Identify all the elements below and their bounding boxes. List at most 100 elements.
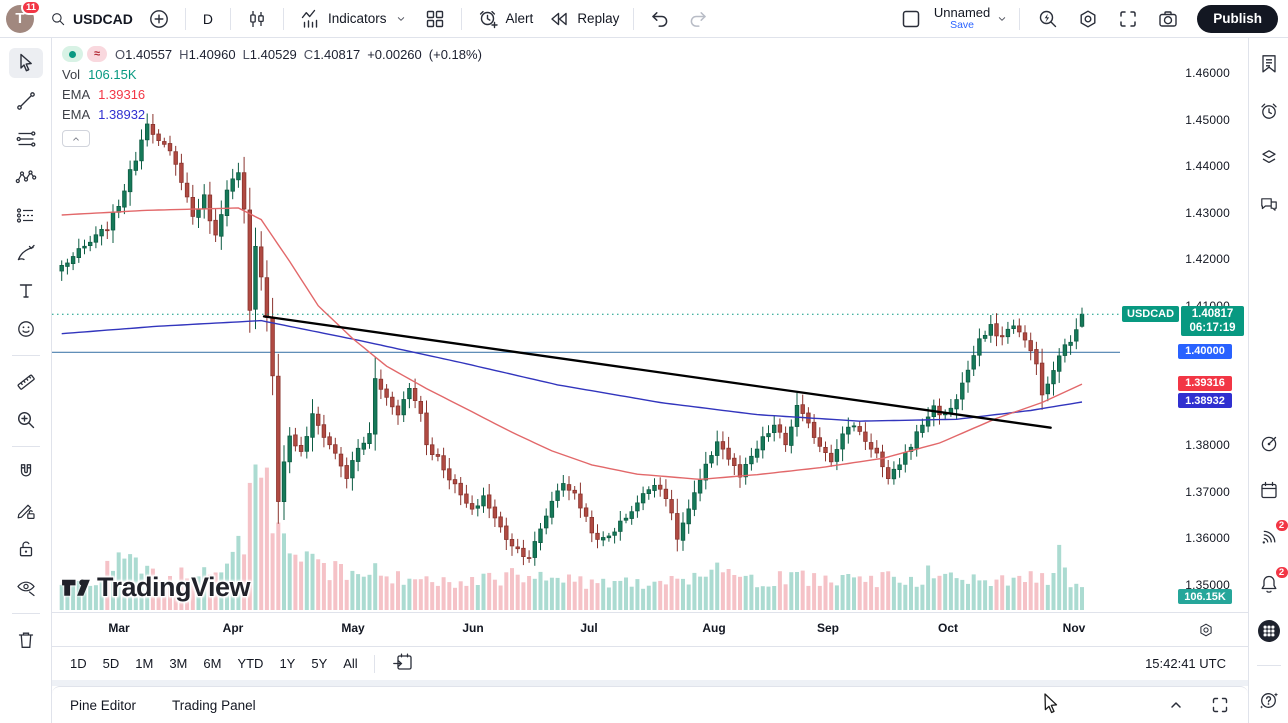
range-buttons: 1D 5D 1M 3M 6M YTD 1Y 5Y All xyxy=(62,652,366,675)
snapshot-button[interactable] xyxy=(1149,3,1187,35)
fib-retracement-icon xyxy=(14,127,38,151)
layout-select-button[interactable] xyxy=(892,3,930,35)
symbol-tag: USDCAD xyxy=(1122,306,1180,323)
trend-line-tool[interactable] xyxy=(9,86,43,116)
range-5d-button[interactable]: 5D xyxy=(95,652,128,675)
undo-button[interactable] xyxy=(641,3,679,35)
sidebar-alerts-clock-button[interactable] xyxy=(1256,98,1282,124)
chart-settings-button[interactable] xyxy=(1069,3,1107,35)
month-label-oct[interactable]: Oct xyxy=(937,621,959,635)
divider xyxy=(230,7,232,30)
month-label-jul[interactable]: Jul xyxy=(580,621,598,635)
panel-expand-up-icon[interactable] xyxy=(1164,693,1188,717)
sidebar-chats-button[interactable] xyxy=(1256,192,1282,218)
xabcd-pattern-tool[interactable] xyxy=(9,162,43,192)
interval-button[interactable]: D xyxy=(193,7,223,31)
sidebar-help-button[interactable] xyxy=(1256,687,1282,713)
range-5y-button[interactable]: 5Y xyxy=(303,652,335,675)
alert-clock-plus-icon xyxy=(476,7,500,31)
range-all-button[interactable]: All xyxy=(335,652,365,675)
symbol-search-button[interactable]: USDCAD xyxy=(42,6,140,32)
high-value: 1.40960 xyxy=(188,46,236,62)
divider xyxy=(633,7,635,30)
hide-drawings-tool[interactable] xyxy=(9,572,43,602)
market-open-status[interactable] xyxy=(62,46,83,62)
fib-retracement-tool[interactable] xyxy=(9,124,43,154)
save-label[interactable]: Save xyxy=(950,18,975,31)
range-3m-button[interactable]: 3M xyxy=(161,652,195,675)
sidebar-economic-calendar-button[interactable] xyxy=(1256,477,1282,503)
brush-tool[interactable] xyxy=(9,238,43,268)
month-label-apr[interactable]: Apr xyxy=(222,621,244,635)
ruler-tool[interactable] xyxy=(9,367,43,397)
month-label-may[interactable]: May xyxy=(341,621,365,635)
sidebar-notifications-button[interactable]: 2 xyxy=(1256,565,1288,597)
chart-pane[interactable]: TradingView ≈ O1.40557 H1.40960 L1.40529… xyxy=(52,38,1120,612)
axis-gear-icon[interactable] xyxy=(1197,621,1215,639)
forecast-tool[interactable] xyxy=(9,200,43,230)
compare-add-symbol-button[interactable] xyxy=(140,3,178,35)
replay-button[interactable]: Replay xyxy=(540,3,626,35)
range-1d-button[interactable]: 1D xyxy=(62,652,95,675)
range-1m-button[interactable]: 1M xyxy=(127,652,161,675)
text-tool-tool[interactable] xyxy=(9,276,43,306)
emoji-tool[interactable] xyxy=(9,314,43,344)
redo-button[interactable] xyxy=(679,3,717,35)
volume-value: 106.15K xyxy=(88,67,137,82)
drawing-lock-tool[interactable] xyxy=(9,496,43,526)
time-axis-labels[interactable]: Mar Apr May Jun Jul Aug Sep Oct Nov xyxy=(52,613,1120,646)
tab-pine-editor[interactable]: Pine Editor xyxy=(70,697,137,713)
month-label-jun[interactable]: Jun xyxy=(462,621,484,635)
top-toolbar: T 11 USDCAD D Indicators Alert xyxy=(0,0,1288,38)
goto-date-button[interactable] xyxy=(383,646,423,681)
plus-circle-icon xyxy=(147,7,171,31)
divider xyxy=(1256,665,1281,666)
ohlc-values: O1.40557 H1.40960 L1.40529 C1.40817 +0.0… xyxy=(115,46,482,62)
sidebar-watchlist-button[interactable] xyxy=(1256,51,1282,77)
range-ytd-button[interactable]: YTD xyxy=(229,652,271,675)
fullscreen-button[interactable] xyxy=(1109,3,1147,35)
panel-maximize-icon[interactable] xyxy=(1208,693,1232,717)
remove-objects-tool[interactable] xyxy=(9,625,43,655)
month-label-mar[interactable]: Mar xyxy=(108,621,130,635)
range-6m-button[interactable]: 6M xyxy=(195,652,229,675)
price-axis-settings[interactable] xyxy=(1120,613,1248,646)
sidebar-object-tree-button[interactable] xyxy=(1256,145,1282,171)
quick-search-button[interactable] xyxy=(1029,3,1067,35)
utc-clock[interactable]: 15:42:41 UTC xyxy=(1145,656,1226,671)
ema-fast-legend-row[interactable]: EMA 1.39316 xyxy=(62,87,146,102)
time-axis[interactable]: Mar Apr May Jun Jul Aug Sep Oct Nov xyxy=(52,612,1248,646)
range-1y-button[interactable]: 1Y xyxy=(271,652,303,675)
user-menu-button[interactable]: T 11 xyxy=(6,0,41,33)
ema-slow-legend-row[interactable]: EMA 1.38932 xyxy=(62,107,146,122)
tab-trading-panel[interactable]: Trading Panel xyxy=(172,697,256,713)
divider xyxy=(184,7,186,30)
publish-button[interactable]: Publish xyxy=(1197,4,1278,33)
object-tree-icon xyxy=(1257,146,1281,170)
alert-button[interactable]: Alert xyxy=(469,3,541,35)
indicators-button[interactable]: Indicators xyxy=(291,3,416,35)
layout-name-save[interactable]: Unnamed Save xyxy=(932,5,992,32)
magnet-tool[interactable] xyxy=(9,458,43,488)
close-value: 1.40817 xyxy=(313,46,361,62)
month-label-aug[interactable]: Aug xyxy=(702,621,726,635)
lock-all-tool[interactable] xyxy=(9,534,43,564)
month-label-sep[interactable]: Sep xyxy=(816,621,840,635)
indicator-templates-button[interactable] xyxy=(416,3,454,35)
delayed-data-badge[interactable]: ≈ xyxy=(87,46,108,62)
price-tick: 1.36000 xyxy=(1185,531,1230,546)
zoom-in-tool[interactable] xyxy=(9,405,43,435)
symbol-name: USDCAD xyxy=(73,10,133,27)
streams-badge: 2 xyxy=(1273,518,1288,533)
price-axis[interactable]: 1.460001.450001.440001.430001.420001.410… xyxy=(1120,38,1248,612)
legend-collapse-button[interactable] xyxy=(62,130,90,147)
volume-legend-row[interactable]: Vol 106.15K xyxy=(62,67,137,82)
sidebar-ideas-stream-button[interactable] xyxy=(1256,430,1282,456)
month-label-nov[interactable]: Nov xyxy=(1062,621,1086,635)
sidebar-apps-menu-button[interactable] xyxy=(1256,618,1282,644)
sidebar-streams-button[interactable]: 2 xyxy=(1256,518,1288,550)
chart-style-button[interactable] xyxy=(238,3,276,35)
candlestick-chart[interactable] xyxy=(52,38,1120,612)
cursor-tool[interactable] xyxy=(8,48,43,78)
chevron-down-icon[interactable] xyxy=(994,11,1010,27)
